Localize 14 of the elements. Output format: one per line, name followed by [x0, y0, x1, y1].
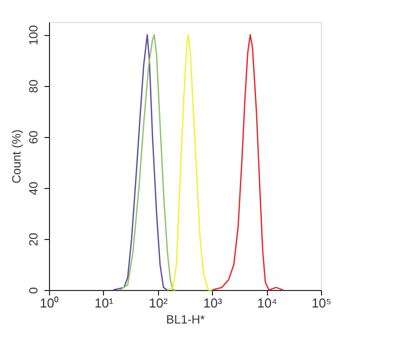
- x-axis-title: BL1-H*: [166, 312, 206, 326]
- y-tick-label: 100: [26, 24, 40, 46]
- y-tick-label: 20: [26, 232, 40, 246]
- x-tick-label: 10¹: [94, 296, 114, 310]
- x-tick-label: 10³: [203, 296, 223, 310]
- y-tick-label: 80: [26, 79, 40, 93]
- y-axis-title: Count (%): [10, 129, 24, 184]
- x-tick-label: 10⁵: [312, 296, 332, 310]
- x-tick-label: 10²: [148, 296, 168, 310]
- y-tick-label: 0: [26, 286, 40, 294]
- x-tick-label: 10⁴: [257, 296, 278, 310]
- y-tick-label: 60: [26, 130, 40, 144]
- x-tick-label: 10⁰: [40, 296, 60, 310]
- y-tick-label: 40: [26, 181, 40, 196]
